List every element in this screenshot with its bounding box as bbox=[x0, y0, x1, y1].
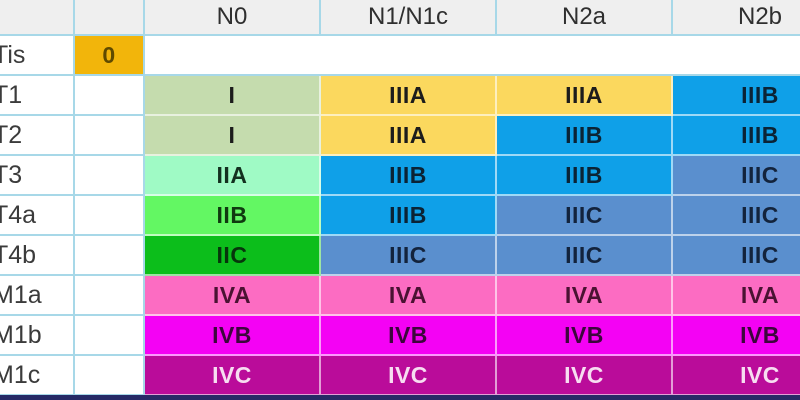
table-row-M1a: M1aIVAIVAIVAIVA bbox=[0, 276, 800, 316]
stage-cell-T3-N2a: IIIB bbox=[497, 156, 673, 196]
stage-cell-T3-N2b: IIIC bbox=[673, 156, 800, 196]
column-header-N0: N0 bbox=[145, 0, 321, 36]
table-row-T4b: T4bIICIIICIIICIIIC bbox=[0, 236, 800, 276]
row-label-M1a: M1a bbox=[0, 276, 75, 316]
stage-cell-M1b-N1/N1c: IVB bbox=[321, 316, 497, 356]
column-header-blank-1 bbox=[75, 0, 145, 36]
column-header-N2b: N2b bbox=[673, 0, 800, 36]
stage-cell-M1c-N2a: IVC bbox=[497, 356, 673, 396]
row-label-Tis: Tis bbox=[0, 36, 75, 76]
table-row-T4a: T4aIIBIIIBIIICIIIC bbox=[0, 196, 800, 236]
stage-cell-T1-N2a: IIIA bbox=[497, 76, 673, 116]
stage-cell-T1-N2b: IIIB bbox=[673, 76, 800, 116]
row-label-T2: T2 bbox=[0, 116, 75, 156]
blank-cell-T4b bbox=[75, 236, 145, 276]
row-label-text: T3 bbox=[0, 160, 23, 189]
table-row-M1c: M1cIVCIVCIVCIVC bbox=[0, 356, 800, 396]
stage-cell-M1a-N2b: IVA bbox=[673, 276, 800, 316]
column-header-blank-0 bbox=[0, 0, 75, 36]
row-label-T1: T1 bbox=[0, 76, 75, 116]
header-row: N0 N1/N1c N2a N2b bbox=[0, 0, 800, 36]
stage-cell-T3-N0: IIA bbox=[145, 156, 321, 196]
row-label-text: T4b bbox=[0, 240, 37, 269]
row-label-M1b: M1b bbox=[0, 316, 75, 356]
stage-cell-M1b-N2a: IVB bbox=[497, 316, 673, 356]
stage-cell-T4b-N0: IIC bbox=[145, 236, 321, 276]
stage-cell-T2-N0: I bbox=[145, 116, 321, 156]
stage-cell-M1c-N0: IVC bbox=[145, 356, 321, 396]
stage-cell-M1c-N1/N1c: IVC bbox=[321, 356, 497, 396]
stage-cell-T4a-N0: IIB bbox=[145, 196, 321, 236]
blank-cell-M1a bbox=[75, 276, 145, 316]
stage-cell-T4a-N1/N1c: IIIB bbox=[321, 196, 497, 236]
table-row-M1b: M1bIVBIVBIVBIVB bbox=[0, 316, 800, 356]
stage-cell-T2-N1/N1c: IIIA bbox=[321, 116, 497, 156]
blank-cell-T2 bbox=[75, 116, 145, 156]
row-label-text: T1 bbox=[0, 80, 23, 109]
table-row-T3: T3IIAIIIBIIIBIIIC bbox=[0, 156, 800, 196]
row-label-T4a: T4a bbox=[0, 196, 75, 236]
row-label-T3: T3 bbox=[0, 156, 75, 196]
stage-cell-M1b-N0: IVB bbox=[145, 316, 321, 356]
row-label-text: T2 bbox=[0, 120, 23, 149]
table-row-T1: T1IIIIAIIIAIIIB bbox=[0, 76, 800, 116]
stage-cell-T2-N2a: IIIB bbox=[497, 116, 673, 156]
column-header-N1/N1c: N1/N1c bbox=[321, 0, 497, 36]
stage-cell-T2-N2b: IIIB bbox=[673, 116, 800, 156]
stage-cell-T4b-N1/N1c: IIIC bbox=[321, 236, 497, 276]
blank-cell-T3 bbox=[75, 156, 145, 196]
stage-cell-M1a-N2a: IVA bbox=[497, 276, 673, 316]
stage-cell-T4a-N2a: IIIC bbox=[497, 196, 673, 236]
stage-cell-M1a-N0: IVA bbox=[145, 276, 321, 316]
row-label-T4b: T4b bbox=[0, 236, 75, 276]
stage-cell-M1c-N2b: IVC bbox=[673, 356, 800, 396]
row-label-text: M1a bbox=[0, 280, 42, 309]
blank-cell-M1b bbox=[75, 316, 145, 356]
stage-cell-T1-N0: I bbox=[145, 76, 321, 116]
row-label-text: M1c bbox=[0, 360, 41, 389]
table-row-T2: T2IIIIAIIIBIIIB bbox=[0, 116, 800, 156]
stage-cell-M1b-N2b: IVB bbox=[673, 316, 800, 356]
stage-cell-T1-N1/N1c: IIIA bbox=[321, 76, 497, 116]
row-label-text: T4a bbox=[0, 200, 37, 229]
blank-span-Tis bbox=[145, 36, 800, 76]
stage-cell-T4a-N2b: IIIC bbox=[673, 196, 800, 236]
stage-cell-T4b-N2a: IIIC bbox=[497, 236, 673, 276]
blank-cell-T1 bbox=[75, 76, 145, 116]
row-label-text: M1b bbox=[0, 320, 42, 349]
blank-cell-M1c bbox=[75, 356, 145, 396]
blank-cell-T4a bbox=[75, 196, 145, 236]
bottom-strip bbox=[0, 395, 800, 400]
stage-cell-T3-N1/N1c: IIIB bbox=[321, 156, 497, 196]
stage-cell-T4b-N2b: IIIC bbox=[673, 236, 800, 276]
stage-cell-Tis-sub: 0 bbox=[75, 36, 145, 76]
stage-cell-M1a-N1/N1c: IVA bbox=[321, 276, 497, 316]
column-header-N2a: N2a bbox=[497, 0, 673, 36]
table-body: Tis0T1IIIIAIIIAIIIBT2IIIIAIIIBIIIBT3IIAI… bbox=[0, 36, 800, 396]
row-label-M1c: M1c bbox=[0, 356, 75, 396]
row-label-text: Tis bbox=[0, 40, 26, 69]
table-row-Tis: Tis 0 bbox=[0, 36, 800, 76]
